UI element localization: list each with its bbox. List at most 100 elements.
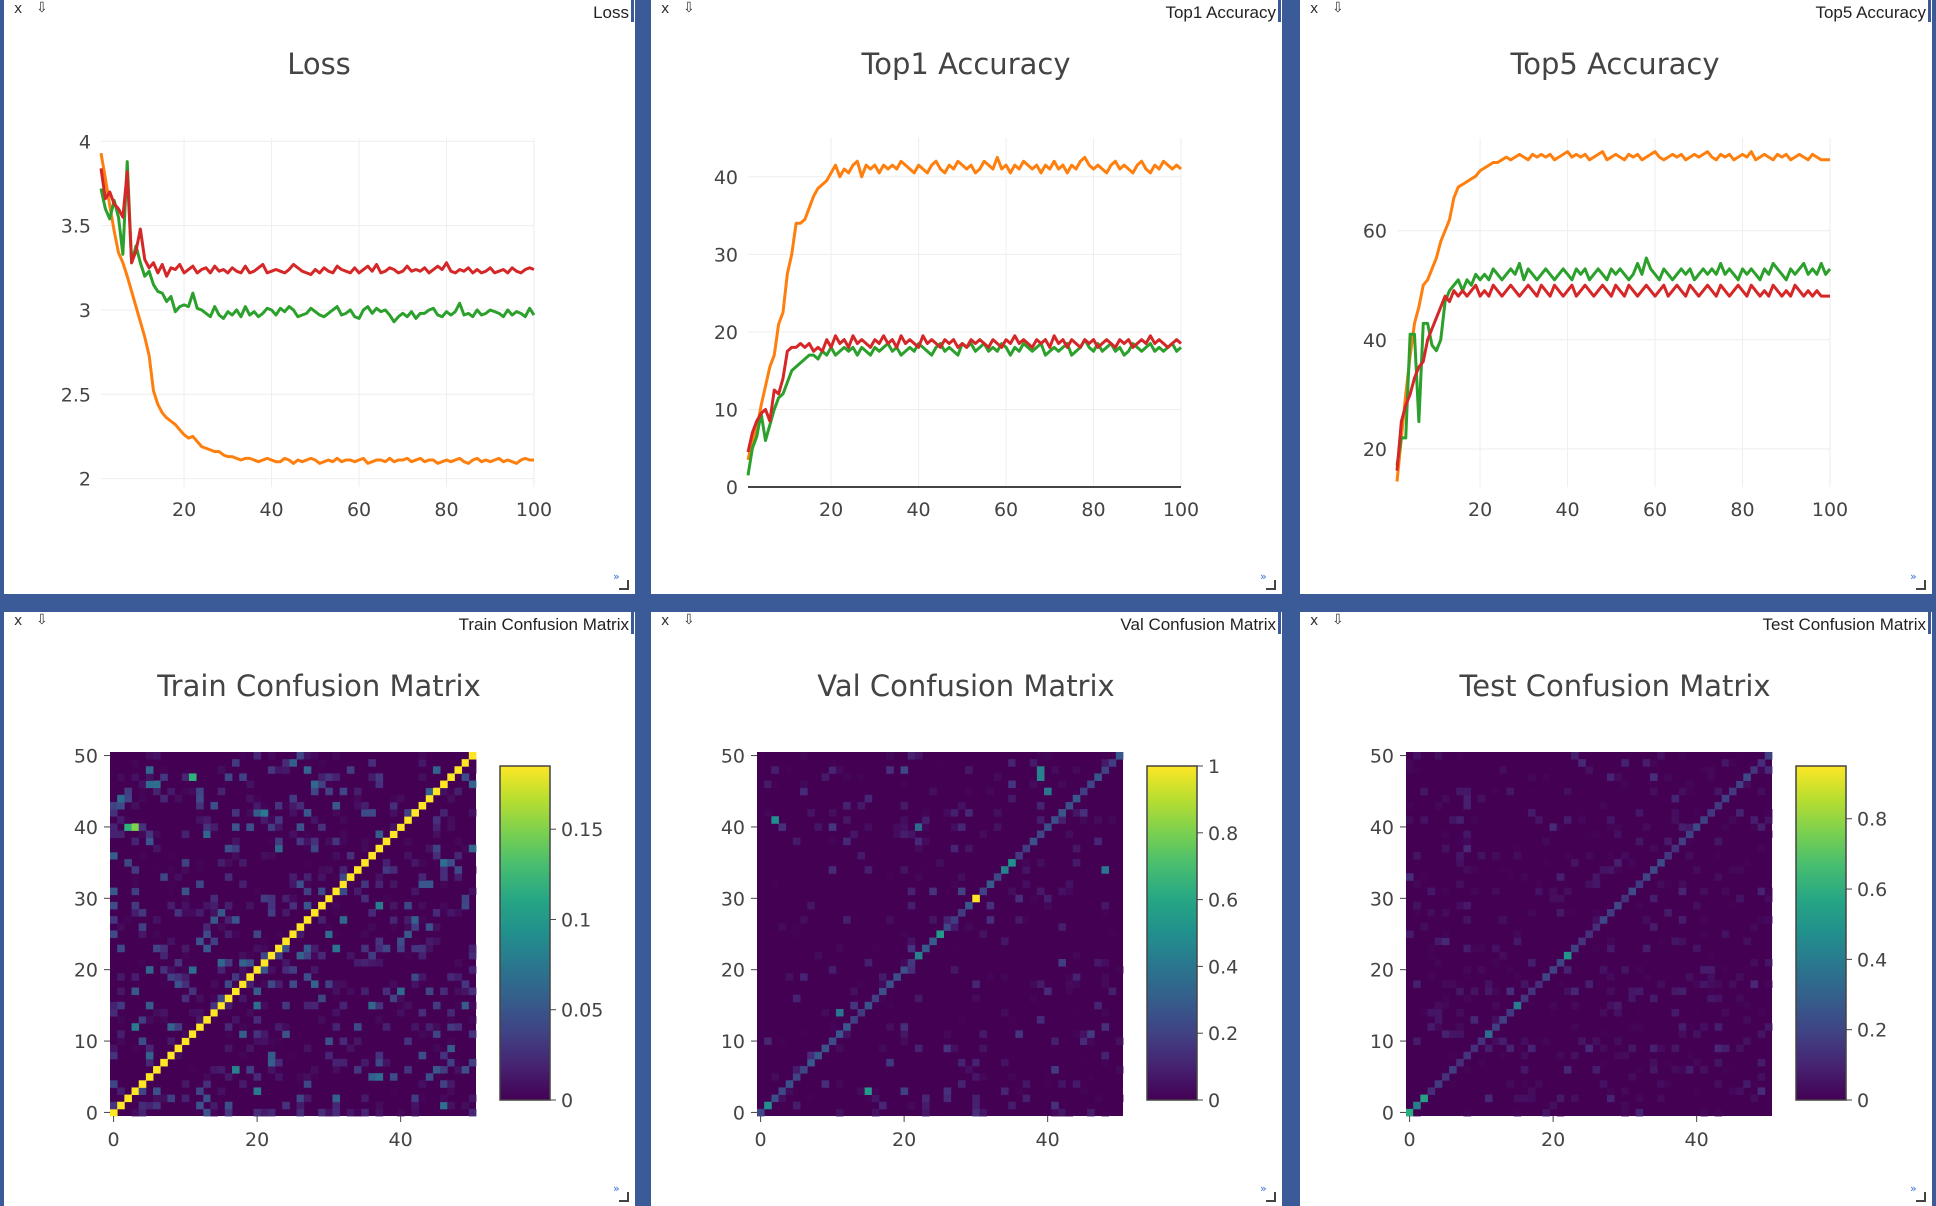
heatmap-cell bbox=[440, 1094, 448, 1103]
heatmap-cell bbox=[886, 752, 894, 760]
heatmap-cell bbox=[807, 1094, 815, 1103]
heatmap-cell bbox=[181, 1030, 190, 1038]
heatmap-cell bbox=[117, 816, 125, 824]
download-icon[interactable]: ⇩ bbox=[683, 612, 695, 628]
heatmap-cell bbox=[900, 866, 909, 874]
heatmap-cell bbox=[1449, 1030, 1457, 1038]
download-icon[interactable]: ⇩ bbox=[683, 0, 695, 16]
chart-title: Loss bbox=[287, 47, 351, 81]
heatmap-cell bbox=[1463, 916, 1471, 924]
download-icon[interactable]: ⇩ bbox=[36, 612, 48, 628]
heatmap-cell bbox=[432, 787, 441, 796]
heatmap-cell bbox=[828, 866, 837, 874]
heatmap-cell bbox=[907, 958, 916, 967]
close-pane-button[interactable]: x bbox=[1310, 1, 1319, 17]
heatmap-cell bbox=[404, 951, 412, 960]
heatmap-cell bbox=[922, 1101, 930, 1110]
heatmap-cell bbox=[346, 1044, 355, 1053]
heatmap-cell bbox=[389, 1087, 398, 1095]
heatmap-cell bbox=[246, 980, 254, 988]
heatmap-cell bbox=[454, 837, 463, 846]
heatmap-cell bbox=[1535, 1080, 1543, 1088]
heatmap-cell bbox=[1635, 837, 1644, 846]
resize-handle[interactable]: » bbox=[613, 570, 629, 590]
heatmap-cell bbox=[389, 1008, 398, 1017]
y-tick-label: 20 bbox=[1370, 960, 1394, 982]
download-icon[interactable]: ⇩ bbox=[1332, 0, 1344, 16]
heatmap-cell bbox=[368, 759, 376, 767]
heatmap-cell bbox=[217, 909, 226, 917]
heatmap-cell bbox=[239, 973, 247, 981]
download-icon[interactable]: ⇩ bbox=[1332, 612, 1344, 628]
heatmap-cell bbox=[1513, 930, 1522, 938]
heatmap-cell bbox=[1477, 1037, 1486, 1046]
heatmap-cell bbox=[339, 1001, 348, 1010]
close-pane-button[interactable]: x bbox=[14, 1, 23, 17]
heatmap-cell bbox=[131, 1001, 140, 1010]
heatmap-cell bbox=[1036, 773, 1045, 781]
heatmap-cell bbox=[1484, 980, 1493, 988]
heatmap-cell bbox=[1693, 1030, 1701, 1038]
heatmap-cell bbox=[1456, 851, 1464, 860]
heatmap-cell bbox=[196, 880, 204, 889]
heatmap-cell bbox=[253, 944, 262, 953]
heatmap-cell bbox=[1406, 930, 1414, 938]
heatmap-cell bbox=[310, 1073, 319, 1081]
series-line-0 bbox=[746, 155, 1182, 461]
close-pane-button[interactable]: x bbox=[661, 1, 670, 17]
close-pane-button[interactable]: x bbox=[14, 613, 23, 629]
resize-handle[interactable]: » bbox=[1260, 570, 1276, 590]
heatmap-cell bbox=[1108, 1073, 1117, 1081]
heatmap-cell bbox=[145, 1001, 154, 1010]
heatmap-cell bbox=[354, 794, 362, 803]
heatmap-cell bbox=[835, 944, 844, 953]
heatmap-cell bbox=[1058, 1080, 1066, 1088]
heatmap-cell bbox=[1736, 780, 1744, 789]
heatmap-cell bbox=[979, 1073, 988, 1081]
heatmap-cell bbox=[879, 994, 887, 1003]
heatmap-cell bbox=[196, 1023, 204, 1031]
x-tick-label: 20 bbox=[1468, 499, 1492, 521]
heatmap-cell bbox=[232, 930, 240, 938]
heatmap-cell bbox=[1714, 787, 1723, 796]
heatmap-cell bbox=[1571, 1023, 1579, 1031]
close-pane-button[interactable]: x bbox=[1310, 613, 1319, 629]
resize-handle[interactable]: » bbox=[1260, 1182, 1276, 1202]
download-icon[interactable]: ⇩ bbox=[36, 0, 48, 16]
heatmap-cell bbox=[1750, 766, 1759, 774]
heatmap-cell bbox=[993, 823, 1002, 831]
heatmap-cell bbox=[1671, 816, 1680, 824]
heatmap-cell bbox=[1750, 1094, 1759, 1103]
resize-handle[interactable]: » bbox=[1910, 1182, 1926, 1202]
heatmap-cell bbox=[246, 958, 254, 967]
heatmap-cell bbox=[800, 1066, 808, 1074]
x-tick-label: 40 bbox=[259, 499, 283, 521]
heatmap-cell bbox=[1470, 1044, 1479, 1053]
heatmap-cell bbox=[1621, 966, 1629, 974]
heatmap-cell bbox=[1700, 1023, 1708, 1031]
resize-handle[interactable]: » bbox=[613, 1182, 629, 1202]
heatmap-cell bbox=[361, 837, 369, 846]
heatmap-cell bbox=[900, 958, 909, 967]
heatmap-cell bbox=[425, 937, 434, 946]
heatmap-cell bbox=[764, 780, 772, 789]
resize-handle[interactable]: » bbox=[1910, 570, 1926, 590]
heatmap-cell bbox=[1614, 1008, 1622, 1017]
heatmap-cell bbox=[131, 801, 140, 810]
heatmap-cell bbox=[267, 930, 276, 938]
heatmap-cell bbox=[1506, 987, 1515, 996]
y-tick-label: 30 bbox=[1370, 888, 1394, 910]
heatmap-cell bbox=[1413, 909, 1421, 917]
heatmap-cell bbox=[217, 787, 226, 796]
heatmap-cell bbox=[167, 780, 175, 789]
heatmap-cell bbox=[296, 1073, 305, 1081]
heatmap-cell bbox=[224, 916, 233, 924]
close-pane-button[interactable]: x bbox=[661, 613, 670, 629]
heatmap-cell bbox=[361, 944, 369, 953]
heatmap-cell bbox=[145, 1051, 154, 1060]
heatmap-cell bbox=[267, 894, 276, 903]
heatmap-cell bbox=[397, 1001, 405, 1010]
heatmap-cell bbox=[1499, 1016, 1507, 1024]
heatmap-cell bbox=[368, 958, 376, 967]
heatmap-cell bbox=[1563, 787, 1572, 796]
